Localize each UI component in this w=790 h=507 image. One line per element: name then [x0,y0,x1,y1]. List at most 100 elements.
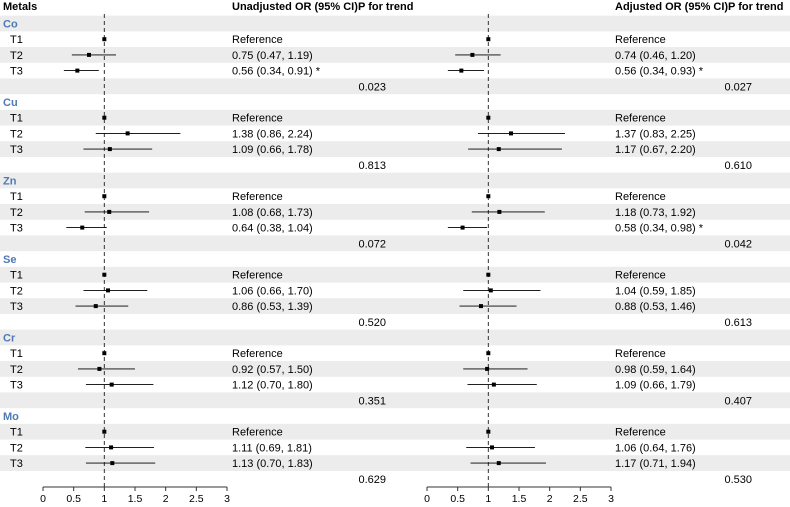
right-or-text: 0.58 (0.34, 0.98) * [615,223,704,235]
right-or-text: Reference [615,191,666,203]
row-band [0,361,790,377]
left-p-trend-cr: 0.351 [358,395,386,407]
left-or-text: Reference [232,270,283,282]
left-x-tick-label: 1 [101,493,107,505]
row-band [0,298,790,314]
right-or-text: 0.98 (0.59, 1.64) [615,364,696,376]
left-or-point [102,115,107,120]
group-label-cr: Cr [3,333,16,345]
row-band [0,47,790,63]
row-band [0,266,790,283]
right-p-trend-co: 0.027 [724,81,752,93]
right-or-point [486,37,491,42]
left-x-tick-label: 2.5 [189,493,204,505]
right-or-point [491,382,496,387]
left-x-tick-label: 0 [40,493,46,505]
right-or-text: 1.04 (0.59, 1.85) [615,285,696,297]
reference-lines [103,14,489,487]
right-or-text: Reference [615,427,666,439]
left-or-point [93,304,98,309]
right-or-point [496,461,501,466]
left-or-point [109,382,114,387]
right-or-text: Reference [615,270,666,282]
right-or-point [486,429,491,434]
left-or-text: 1.08 (0.68, 1.73) [232,207,313,219]
group-label-co: Co [3,19,18,31]
right-or-text: 1.37 (0.83, 2.25) [615,128,696,140]
right-or-point [496,147,501,152]
table-rows: Co T1 Reference Reference T2 0.75 (0.47, 1.19… [3,19,752,486]
left-or-text: Reference [232,427,283,439]
right-or-text: 0.74 (0.46, 1.20) [615,50,696,62]
left-or-point [87,52,91,57]
tertile-label: T3 [10,380,23,392]
left-or-text: Reference [232,113,283,125]
right-or-point [486,115,491,120]
row-band [0,204,790,220]
left-or-text: 1.38 (0.86, 2.24) [232,128,313,140]
group-label-cu: Cu [3,97,18,109]
left-or-point [110,461,115,466]
right-or-text: Reference [615,34,666,46]
right-p-trend-cu: 0.610 [724,160,752,172]
left-or-point [102,351,107,356]
left-or-point [106,288,111,293]
left-or-text: 0.92 (0.57, 1.50) [232,364,313,376]
tertile-label: T2 [10,442,23,454]
left-p-trend-co: 0.023 [358,81,386,93]
right-or-text: 0.56 (0.34, 0.93) * [615,66,704,78]
tertile-label: T1 [10,113,23,125]
row-band [0,172,790,189]
right-or-point [478,304,483,309]
right-or-point [486,194,491,199]
tertile-label: T2 [10,364,23,376]
right-or-text: 0.88 (0.53, 1.46) [615,301,696,313]
right-or-point [485,366,490,371]
right-x-tick-label: 0 [424,493,430,505]
tertile-label: T1 [10,348,23,360]
right-or-text: Reference [615,113,666,125]
left-or-text: Reference [232,348,283,360]
left-or-point [80,225,85,230]
tertile-label: T3 [10,301,23,313]
left-or-point [102,272,107,277]
left-or-text: 0.64 (0.38, 1.04) [232,223,313,235]
left-or-text: 0.56 (0.34, 0.91) * [232,66,321,78]
row-band [0,78,790,95]
tertile-label: T2 [10,50,23,62]
tertile-label: T3 [10,458,23,470]
tertile-label: T1 [10,427,23,439]
right-p-trend-se: 0.613 [724,317,752,329]
or-estimates [63,37,565,466]
row-band [0,109,790,126]
right-or-text: 1.09 (0.66, 1.79) [615,380,696,392]
left-or-point [97,366,102,371]
left-x-tick-label: 3 [224,493,230,505]
right-p-trend-mo: 0.530 [724,474,752,486]
right-x-tick-label: 2 [547,493,553,505]
tertile-label: T2 [10,207,23,219]
left-p-trend-cu: 0.813 [358,160,386,172]
right-x-tick-label: 0.5 [450,493,465,505]
row-band [0,455,790,471]
header-p-trend-right: P for trend [728,1,783,13]
right-p-trend-zn: 0.042 [724,238,752,250]
row-band [0,15,790,32]
header-metals: Metals [3,1,37,13]
row-band [0,329,790,346]
tertile-label: T3 [10,223,23,235]
header-unadjusted: Unadjusted OR (95% CI) [232,1,358,13]
left-or-point [102,37,107,42]
right-or-point [490,445,495,450]
left-or-point [125,131,130,136]
right-or-text: 1.17 (0.67, 2.20) [615,144,696,156]
tertile-label: T2 [10,285,23,297]
x-axes: 0 0.5 1 1.5 2 2.5 3 0 0.5 1 1.5 2 2.5 3 [40,486,614,505]
right-or-point [459,68,464,73]
tertile-label: T1 [10,191,23,203]
left-or-text: Reference [232,191,283,203]
group-label-se: Se [3,254,16,266]
right-or-text: 1.18 (0.73, 1.92) [615,207,696,219]
left-or-text: 0.75 (0.47, 1.19) [232,50,313,62]
